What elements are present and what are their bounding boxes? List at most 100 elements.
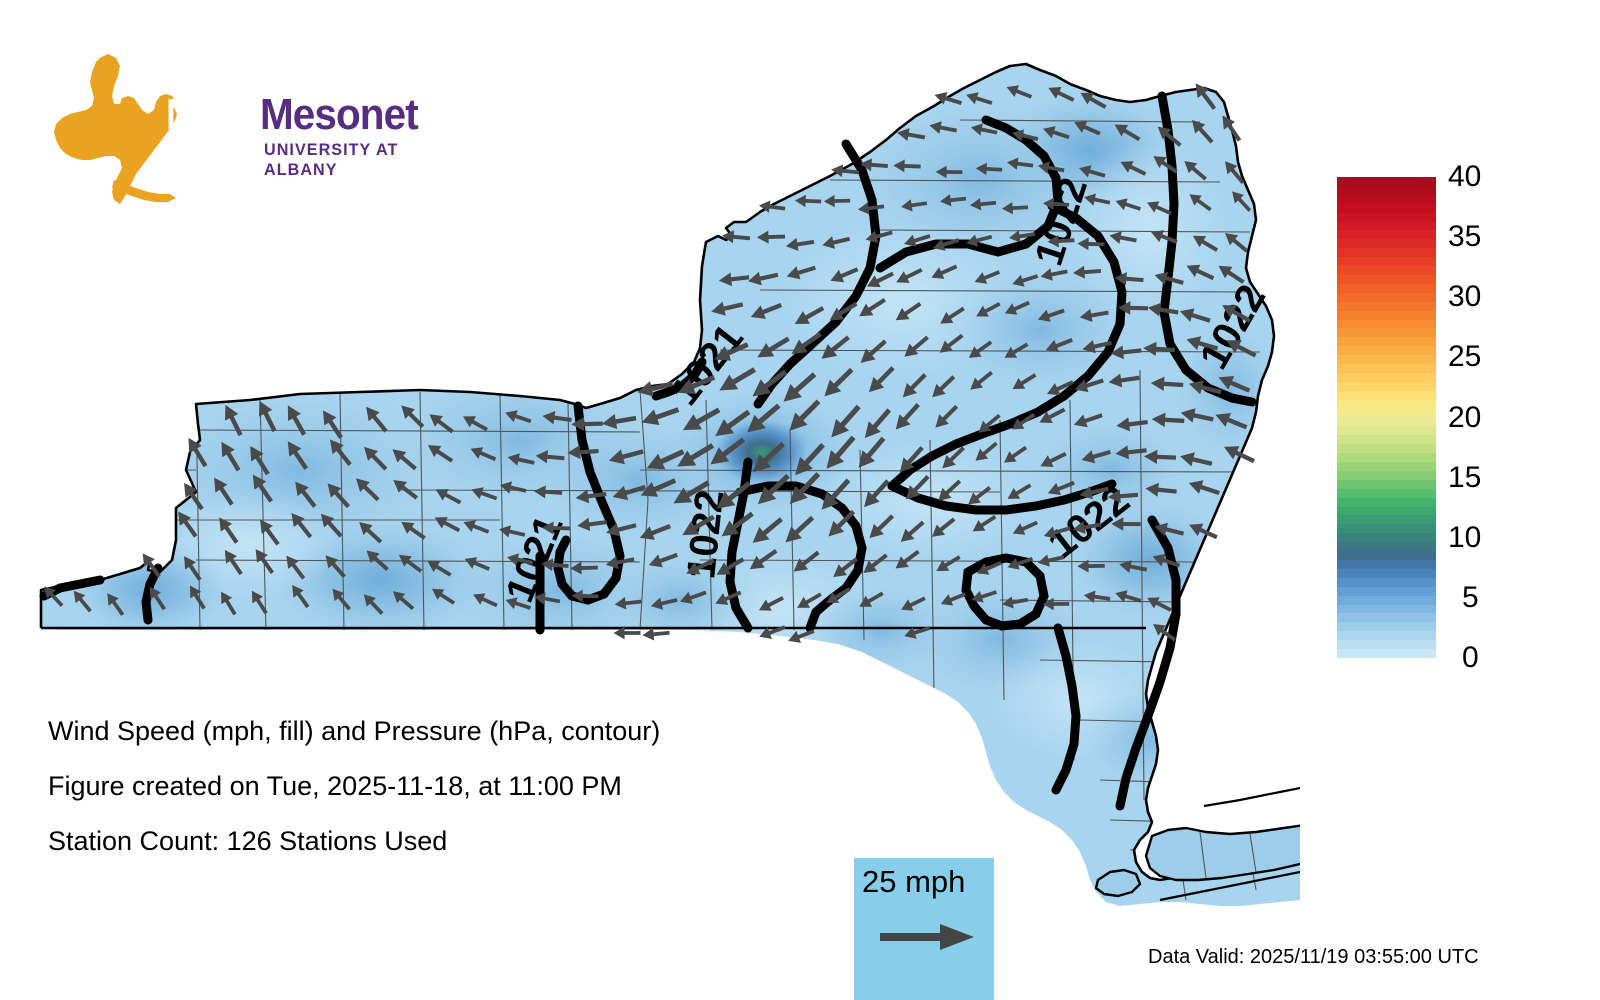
wind-arrow: [933, 238, 960, 251]
colorbar-band: [1337, 381, 1436, 391]
state-outline: [39, 62, 1300, 882]
wind-arrow: [434, 517, 461, 533]
wind-arrow: [1080, 92, 1107, 109]
wind-arrow: [364, 446, 388, 471]
colorbar-band: [1337, 364, 1436, 373]
colorbar-gradient: [1337, 177, 1436, 658]
colorbar-band: [1337, 221, 1436, 231]
wind-arrow: [934, 92, 962, 105]
wind-arrow: [833, 557, 859, 578]
wind-arrow: [748, 271, 779, 286]
colorbar-band: [1337, 194, 1436, 204]
wind-arrow: [363, 594, 384, 615]
wind-arrow: [797, 592, 822, 608]
wind-arrow: [435, 489, 462, 505]
caption-station-count: Station Count: 126 Stations Used: [48, 826, 448, 856]
wind-arrow: [1152, 553, 1181, 568]
colorbar-band: [1337, 390, 1436, 400]
wind-arrow: [939, 194, 967, 207]
wind-arrow: [287, 441, 309, 470]
wind-arrow: [1084, 193, 1111, 206]
wind-arrow: [1150, 376, 1184, 392]
wind-arrow: [940, 592, 966, 606]
wind-arrow: [1189, 523, 1218, 540]
wind-arrow: [718, 272, 750, 287]
logo-nys-text: NYS: [166, 90, 242, 139]
wind-arrow: [188, 437, 208, 468]
wind-arrow: [1047, 234, 1075, 248]
wind-arrow: [251, 590, 268, 615]
logo-wordmark: NYS Mesonet UNIVERSITY AT ALBANY: [166, 90, 419, 190]
colorbar-band: [1337, 542, 1436, 552]
wind-arrow: [1002, 596, 1029, 609]
wind-arrow: [971, 590, 998, 603]
wind-arrow: [1222, 115, 1242, 142]
wind-arrow: [184, 482, 204, 511]
wind-arrow: [463, 520, 490, 534]
wind-arrow: [534, 592, 561, 605]
colorbar-band: [1337, 203, 1436, 213]
wind-arrow: [1039, 407, 1066, 423]
wind-arrow: [1189, 194, 1212, 212]
colorbar-tick-10: 10: [1448, 520, 1482, 554]
wind-arrow: [793, 550, 820, 572]
wind-arrow: [1082, 339, 1112, 354]
wind-arrow-field: [43, 83, 1257, 643]
wind-arrow: [714, 342, 749, 361]
colorbar-band: [1337, 185, 1436, 195]
colorbar-band: [1337, 631, 1436, 641]
wind-arrow: [686, 558, 715, 575]
colorbar-tick-20: 20: [1448, 400, 1482, 434]
wind-arrow: [577, 517, 607, 532]
wind-arrow: [749, 548, 778, 570]
wind-arrow: [1073, 265, 1102, 279]
wind-arrow: [1077, 237, 1105, 251]
colorbar-band: [1337, 319, 1436, 329]
wind-arrow: [860, 158, 888, 172]
wind-arrow: [392, 449, 417, 471]
wind-arrow: [1012, 129, 1039, 142]
wind-arrow: [214, 477, 234, 506]
wind-arrow: [966, 92, 993, 105]
wind-arrow: [642, 627, 670, 641]
wind-arrow: [570, 561, 598, 575]
long-island: [1094, 824, 1300, 898]
wind-arrow: [719, 367, 756, 391]
wind-arrow: [1012, 373, 1037, 390]
wind-arrow: [1186, 264, 1215, 281]
colorbar-band: [1337, 586, 1436, 596]
wind-arrow: [821, 335, 850, 359]
wind-arrow: [507, 553, 534, 566]
wind-arrow: [824, 367, 854, 397]
wind-arrow: [1151, 412, 1185, 428]
wind-arrow: [789, 472, 821, 505]
wind-arrow: [258, 400, 277, 433]
wind-arrow: [322, 410, 343, 439]
colorbar-band: [1337, 426, 1436, 436]
wind-arrow: [427, 445, 454, 463]
wind-arrow: [716, 481, 751, 509]
colorbar-band: [1337, 177, 1436, 186]
wind-arrow: [499, 525, 526, 538]
wind-arrow: [828, 509, 856, 537]
wind-arrow: [1074, 121, 1101, 136]
wind-arrow: [975, 162, 1003, 176]
wind-arrow: [401, 521, 426, 540]
wind-arrow: [614, 597, 642, 610]
coastline: [1159, 786, 1300, 902]
wind-arrow: [320, 513, 343, 538]
wind-arrow: [826, 587, 851, 604]
colorbar-band: [1337, 604, 1436, 614]
wind-speed-colorbar: [1337, 177, 1436, 658]
wind-arrow: [680, 590, 707, 604]
wind-arrow: [821, 478, 851, 510]
wind-arrow: [1218, 376, 1251, 393]
wind-arrow: [1180, 408, 1214, 423]
map-canvas: 1021 1021 1022 x 1022 1022 1022: [39, 62, 1300, 906]
wind-arrow: [1223, 446, 1255, 464]
wind-arrow: [329, 439, 352, 466]
wind-arrow: [1114, 272, 1144, 286]
wind-arrow: [752, 369, 788, 397]
wind-arrow: [507, 453, 535, 466]
wind-arrow: [936, 555, 961, 572]
